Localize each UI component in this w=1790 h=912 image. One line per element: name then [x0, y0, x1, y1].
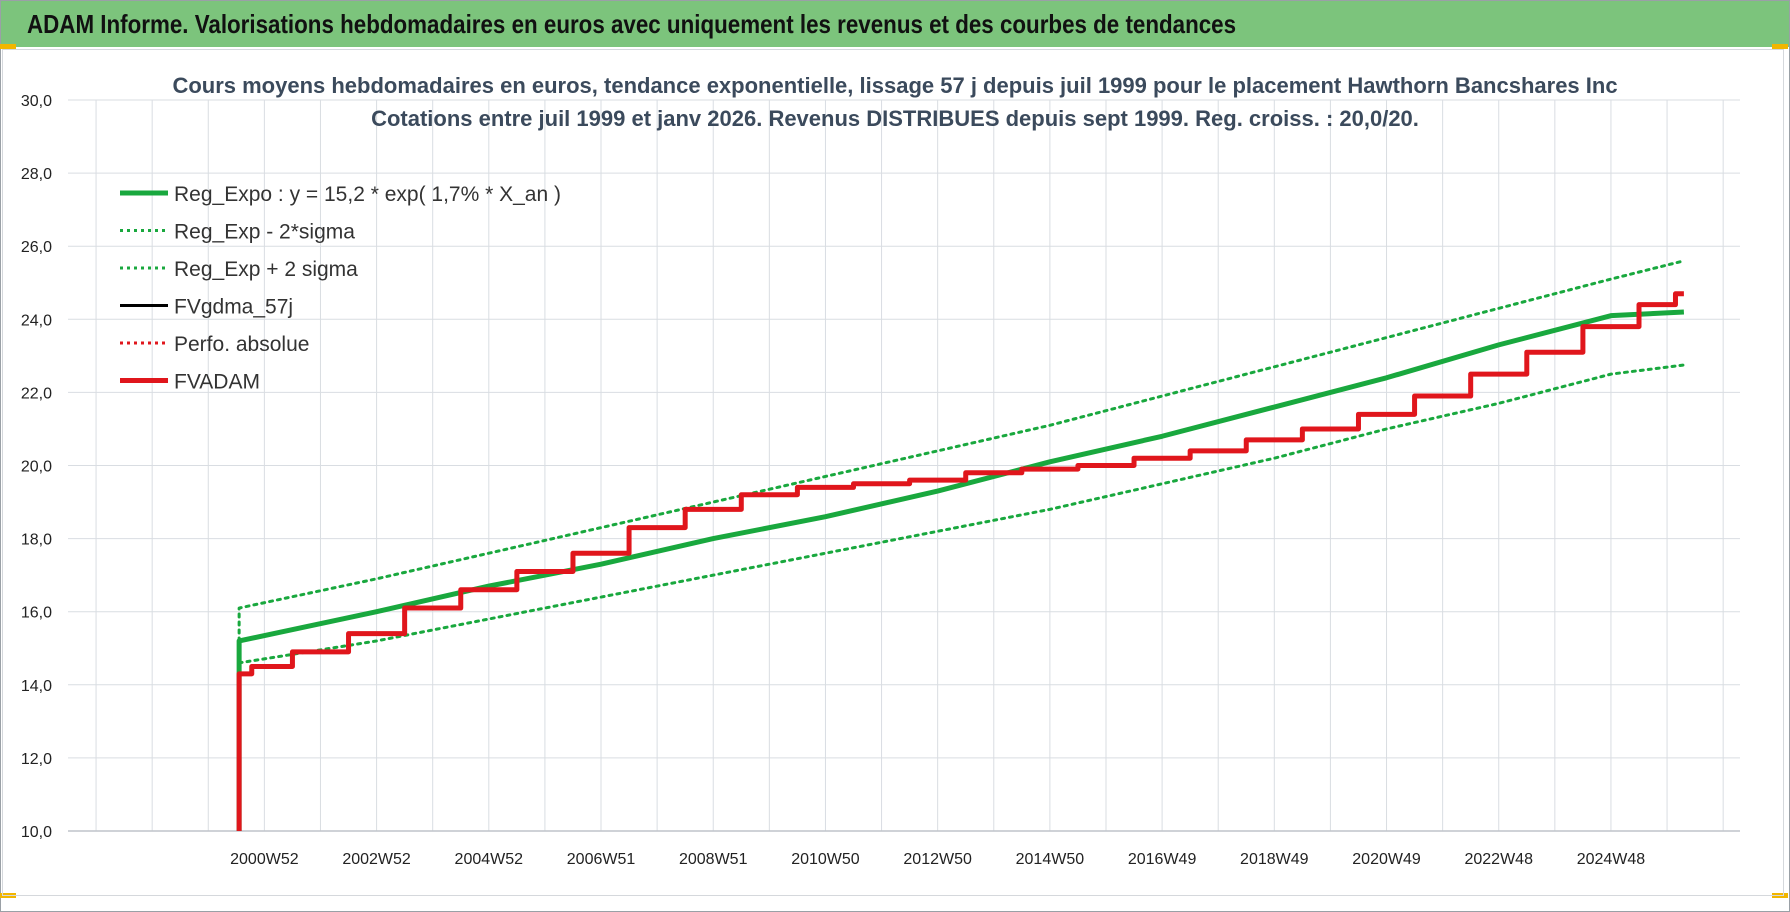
y-tick-label: 28,0 — [21, 166, 52, 183]
x-axis-ticks: 2000W52 2002W52 2004W52 2006W51 2008W51 2010W… — [230, 851, 1645, 868]
x-tick-label: 2018W49 — [1240, 851, 1309, 868]
x-tick-label: 2002W52 — [342, 851, 411, 868]
y-tick-label: 24,0 — [21, 312, 52, 329]
x-tick-label: 2016W49 — [1128, 851, 1197, 868]
y-tick-label: 14,0 — [21, 678, 52, 695]
legend-label: Reg_Expo : y = 15,2 * exp( 1,7% * X_an ) — [174, 183, 561, 206]
x-tick-label: 2004W52 — [455, 851, 524, 868]
y-tick-label: 26,0 — [21, 239, 52, 256]
x-tick-label: 2010W50 — [791, 851, 860, 868]
series-line-2 — [237, 259, 1686, 643]
y-tick-label: 18,0 — [21, 532, 52, 549]
series-line-5 — [236, 291, 1684, 831]
x-tick-label: 2006W51 — [567, 851, 636, 868]
chart-subtitle: Cotations entre juil 1999 et janv 2026. … — [371, 106, 1419, 131]
x-tick-label: 2020W49 — [1352, 851, 1421, 868]
series-line-1 — [237, 363, 1686, 665]
y-tick-label: 30,0 — [21, 93, 52, 110]
y-tick-label: 20,0 — [21, 459, 52, 476]
y-axis-ticks: 10,0 12,0 14,0 16,0 18,0 20,0 22,0 24,0 26,0 28,0… — [21, 93, 52, 841]
x-tick-label: 2014W50 — [1016, 851, 1085, 868]
legend-label: FVADAM — [174, 371, 260, 394]
legend-label: FVgdma_57j — [174, 296, 293, 319]
series-lines — [236, 259, 1686, 831]
legend-label: Perfo. absolue — [174, 333, 309, 356]
y-tick-label: 16,0 — [21, 605, 52, 622]
plot-area-border — [2, 49, 1784, 896]
x-tick-label: 2012W50 — [903, 851, 972, 868]
corner-marker-top-right — [1772, 44, 1788, 49]
legend: Reg_Expo : y = 15,2 * exp( 1,7% * X_an )… — [120, 183, 561, 394]
banner-title: ADAM Informe. Valorisations hebdomadaire… — [27, 9, 1237, 39]
legend-label: Reg_Exp - 2*sigma — [174, 221, 355, 244]
corner-marker-top-left — [0, 44, 16, 49]
y-tick-label: 10,0 — [21, 824, 52, 841]
x-tick-label: 2022W48 — [1464, 851, 1533, 868]
legend-label: Reg_Exp + 2 sigma — [174, 258, 358, 281]
x-tick-label: 2008W51 — [679, 851, 748, 868]
header-banner: ADAM Informe. Valorisations hebdomadaire… — [1, 1, 1789, 47]
x-tick-label: 2024W48 — [1577, 851, 1646, 868]
x-tick-label: 2000W52 — [230, 851, 299, 868]
chart-title: Cours moyens hebdomadaires en euros, ten… — [172, 73, 1617, 98]
gridlines — [68, 99, 1740, 832]
series-line-0 — [236, 309, 1685, 831]
y-tick-label: 12,0 — [21, 751, 52, 768]
y-tick-label: 22,0 — [21, 385, 52, 402]
